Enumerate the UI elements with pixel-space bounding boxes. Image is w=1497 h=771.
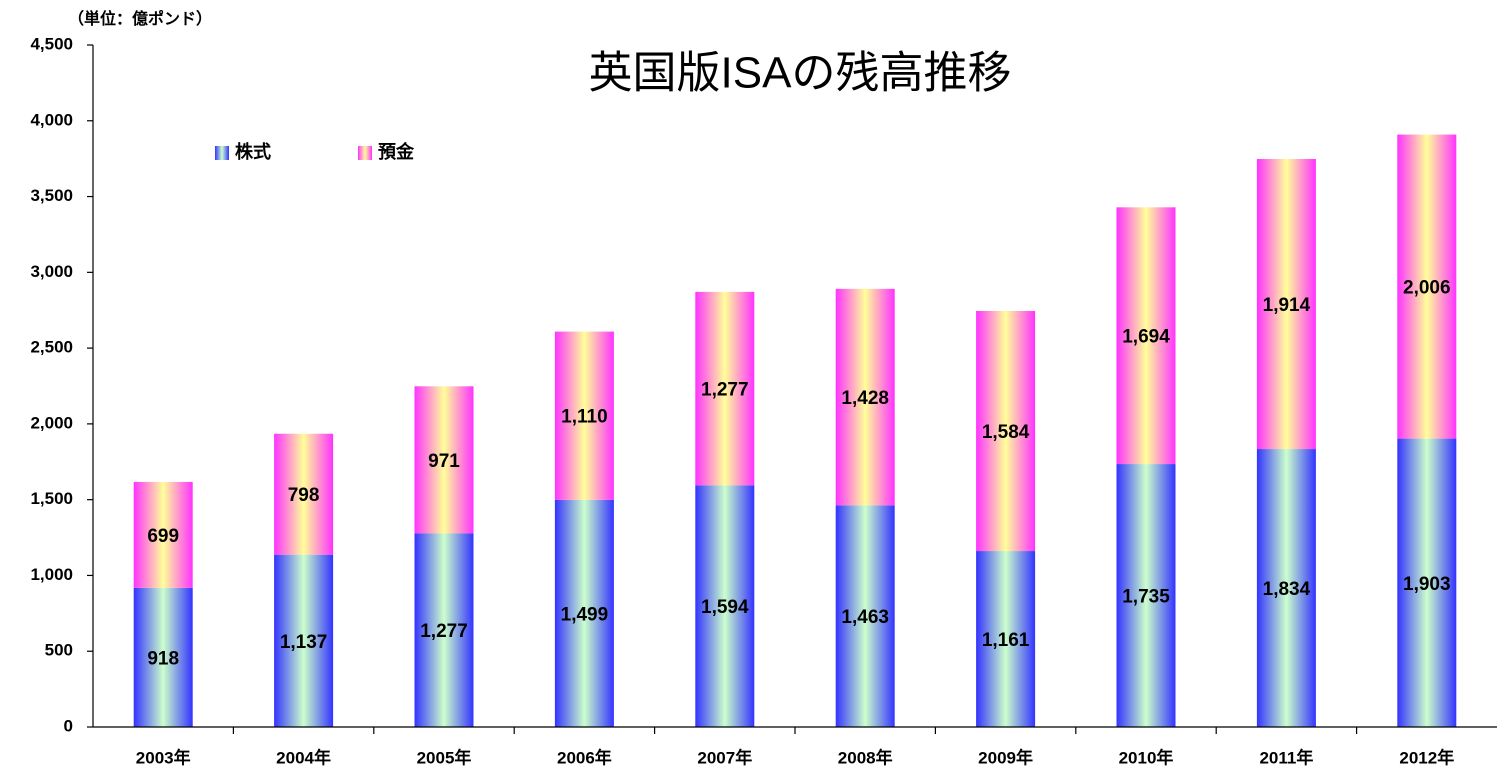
- data-label: 1,137: [280, 632, 328, 653]
- y-tick-label: 500: [45, 641, 73, 660]
- data-label: 1,834: [1263, 579, 1311, 600]
- bar-segment: [133, 587, 193, 727]
- x-tick-label: 2012年: [1399, 747, 1454, 767]
- x-tick-label: 2004年: [276, 747, 331, 767]
- data-label: 1,735: [1122, 587, 1170, 608]
- data-label: 1,463: [841, 607, 889, 628]
- data-label: 918: [147, 648, 179, 669]
- data-label: 798: [288, 485, 320, 506]
- bar-segment: [1116, 207, 1176, 465]
- y-tick-label: 1,500: [30, 489, 73, 508]
- bar-segment: [976, 310, 1036, 552]
- data-label: 1,428: [841, 388, 889, 409]
- bar-segment: [695, 291, 755, 486]
- bar-segment: [976, 551, 1036, 727]
- y-tick-label: 2,500: [30, 338, 73, 357]
- x-tick-label: 2009年: [978, 747, 1033, 767]
- bar-segment: [274, 554, 334, 727]
- bar-segment: [133, 481, 193, 588]
- x-tick-label: 2003年: [136, 747, 191, 767]
- x-tick-label: 2008年: [838, 747, 893, 767]
- bar-segment: [414, 386, 474, 534]
- legend-label: 預金: [378, 141, 415, 162]
- legend-label: 株式: [235, 141, 271, 162]
- data-label: 1,499: [561, 604, 609, 625]
- data-label: 1,694: [1122, 327, 1170, 348]
- x-tick-label: 2006年: [557, 747, 612, 767]
- data-label: 1,110: [561, 407, 608, 428]
- bar-segment: [1397, 134, 1457, 439]
- x-tick-label: 2011年: [1259, 747, 1313, 767]
- data-label: 1,161: [982, 630, 1030, 651]
- data-label: 1,914: [1263, 295, 1311, 316]
- bar-segment: [695, 485, 755, 727]
- bar-segment: [1256, 158, 1316, 450]
- data-label: 1,594: [701, 597, 749, 618]
- x-tick-label: 2007年: [697, 747, 752, 767]
- legend-swatch: [358, 146, 372, 160]
- y-tick-label: 2,000: [30, 413, 73, 432]
- x-tick-label: 2010年: [1119, 747, 1174, 767]
- bar-segment: [414, 533, 474, 727]
- data-label: 699: [147, 526, 179, 547]
- data-label: 1,903: [1403, 574, 1451, 595]
- data-label: 2,006: [1403, 278, 1451, 299]
- data-label: 1,277: [420, 621, 468, 642]
- unit-label: （単位：億ポンド）: [68, 9, 212, 28]
- legend-swatch: [215, 146, 229, 160]
- data-label: 1,277: [701, 380, 749, 401]
- y-tick-label: 0: [64, 716, 73, 735]
- y-tick-label: 4,000: [30, 110, 73, 129]
- data-label: 1,584: [982, 422, 1030, 443]
- x-tick-label: 2005年: [417, 747, 472, 767]
- chart-title: 英国版ISAの残高推移: [589, 49, 1012, 98]
- data-label: 971: [428, 451, 460, 472]
- bar-segment: [1256, 449, 1316, 727]
- bar-segment: [1397, 438, 1457, 727]
- bar-segment: [274, 433, 334, 555]
- bar-segment: [554, 331, 614, 500]
- bar-segment: [835, 505, 895, 727]
- bar-segment: [1116, 464, 1176, 727]
- bar-segment: [835, 288, 895, 506]
- bar-segment: [554, 499, 614, 727]
- y-tick-label: 1,000: [30, 565, 73, 584]
- y-tick-label: 3,500: [30, 186, 73, 205]
- y-tick-label: 4,500: [30, 34, 73, 53]
- y-tick-label: 3,000: [30, 262, 73, 281]
